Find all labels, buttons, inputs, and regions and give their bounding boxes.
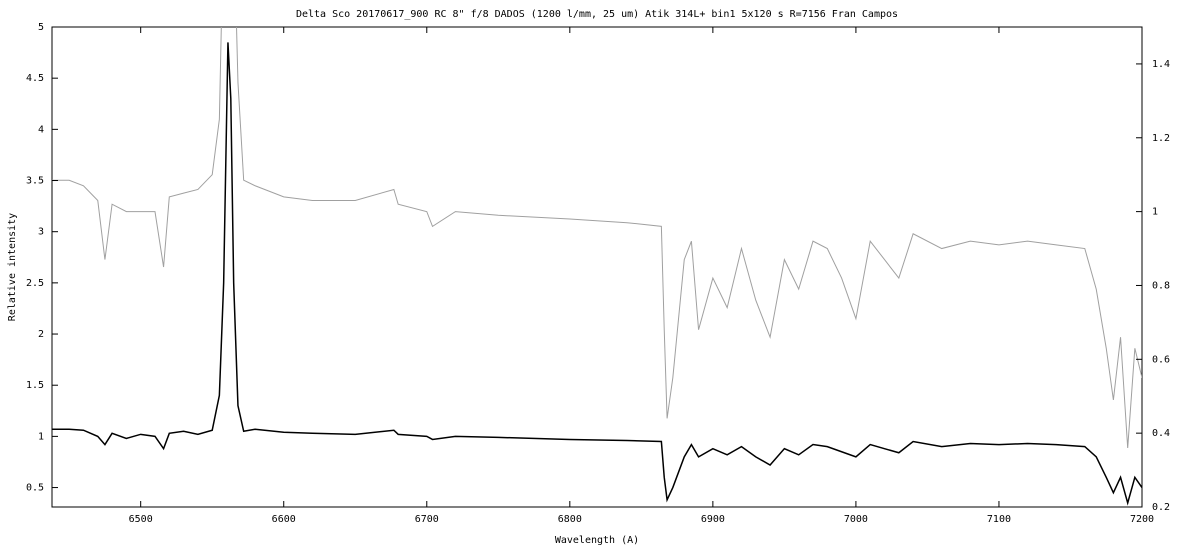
y-tick-label: 5 bbox=[38, 22, 44, 33]
y2-tick-label: 1 bbox=[1152, 207, 1158, 218]
y-tick-label: 0.5 bbox=[26, 483, 44, 494]
spectrum-line bbox=[52, 27, 1142, 448]
y-tick-label: 3.5 bbox=[26, 176, 44, 187]
y2-tick-label: 1.4 bbox=[1152, 59, 1170, 70]
y2-tick-label: 0.2 bbox=[1152, 502, 1170, 513]
y2-tick-label: 0.4 bbox=[1152, 428, 1170, 439]
y-tick-label: 4.5 bbox=[26, 73, 44, 84]
y-tick-label: 2.5 bbox=[26, 278, 44, 289]
y-tick-label: 2 bbox=[38, 329, 44, 340]
x-tick-label: 7200 bbox=[1130, 514, 1154, 525]
plot-frame bbox=[51, 26, 1143, 508]
y2-tick-label: 0.8 bbox=[1152, 280, 1170, 291]
y-axis-label: Relative intensity bbox=[7, 213, 18, 321]
x-tick-label: 6600 bbox=[272, 514, 296, 525]
y-tick-label: 1.5 bbox=[26, 380, 44, 391]
spectrum-line bbox=[52, 42, 1142, 506]
x-tick-label: 7000 bbox=[844, 514, 868, 525]
x-tick-label: 6500 bbox=[129, 514, 153, 525]
x-axis-label: Wavelength (A) bbox=[555, 535, 639, 546]
y-tick-label: 4 bbox=[38, 124, 44, 135]
x-tick-label: 6800 bbox=[558, 514, 582, 525]
x-tick-label: 7100 bbox=[987, 514, 1011, 525]
lines bbox=[52, 27, 1142, 506]
chart-title: Delta Sco 20170617_900 RC 8" f/8 DADOS (… bbox=[296, 9, 898, 20]
x-tick-label: 6900 bbox=[701, 514, 725, 525]
x-tick-label: 6700 bbox=[415, 514, 439, 525]
y2-tick-label: 1.2 bbox=[1152, 133, 1170, 144]
y-tick-label: 1 bbox=[38, 431, 44, 442]
y2-tick-label: 0.6 bbox=[1152, 354, 1170, 365]
y-tick-label: 3 bbox=[38, 227, 44, 238]
